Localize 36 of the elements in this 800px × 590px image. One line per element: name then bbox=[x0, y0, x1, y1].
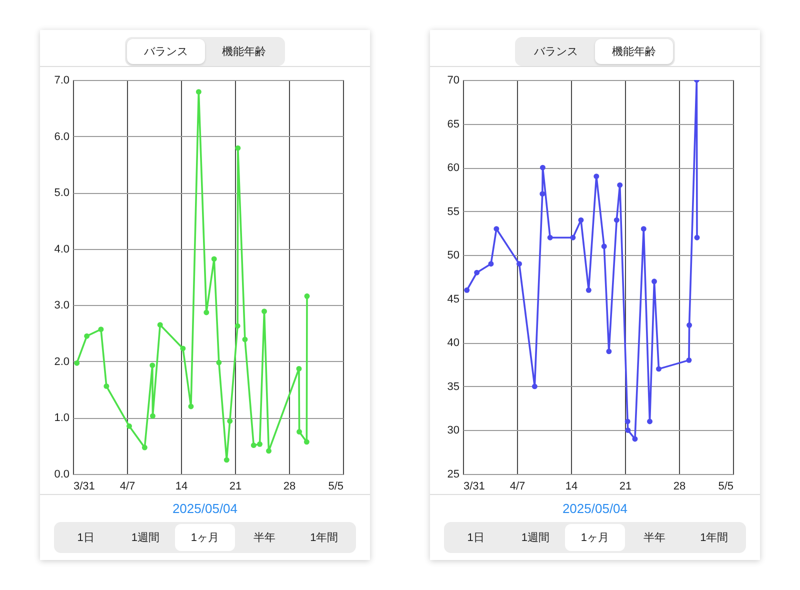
x-tick-label: 28 bbox=[283, 480, 296, 492]
y-tick-label: 70 bbox=[447, 74, 460, 86]
x-tick-label: 3/31 bbox=[464, 480, 485, 492]
y-tick-label: 5.0 bbox=[54, 187, 70, 200]
y-tick-label: 4.0 bbox=[54, 243, 70, 256]
period-selector: 1日 1週間 1ヶ月 半年 1年間 bbox=[444, 522, 746, 553]
y-tick-label: 25 bbox=[447, 468, 460, 480]
text: 2025/05/04 bbox=[561, 501, 629, 516]
y-tick-label: 30 bbox=[447, 424, 460, 437]
y-tick-label: 35 bbox=[447, 380, 460, 393]
segmented-control: バランス 機能年齢 bbox=[515, 37, 675, 66]
x-tick-label: 28 bbox=[673, 480, 686, 492]
y-tick-label: 45 bbox=[447, 293, 460, 306]
x-tick-label: 4/7 bbox=[120, 480, 136, 492]
y-tick-label: 0.0 bbox=[54, 468, 70, 480]
y-tick-label: 7.0 bbox=[54, 74, 70, 86]
y-tick-label: 60 bbox=[447, 162, 460, 174]
y-tick-label: 1.0 bbox=[54, 412, 70, 424]
y-tick-label: 50 bbox=[447, 250, 460, 262]
x-tick-label: 5/5 bbox=[328, 480, 344, 492]
x-tick-label: 14 bbox=[175, 480, 188, 492]
y-tick-label: 3.0 bbox=[54, 300, 70, 312]
x-tick-label: 5/5 bbox=[718, 480, 734, 492]
y-tick-label: 55 bbox=[447, 206, 460, 218]
x-tick-label: 14 bbox=[565, 480, 578, 492]
x-tick-label: 21 bbox=[619, 480, 632, 492]
y-tick-label: 65 bbox=[447, 118, 460, 130]
x-tick-label: 3/31 bbox=[74, 480, 95, 492]
period-selector: 1日 1週間 1ヶ月 半年 1年間 bbox=[54, 522, 356, 553]
x-tick-label: 21 bbox=[229, 480, 242, 492]
segmented-control: バランス 機能年齢 bbox=[125, 37, 285, 66]
y-tick-label: 6.0 bbox=[54, 130, 70, 143]
text: 2025/05/04 bbox=[171, 501, 239, 516]
y-tick-label: 2.0 bbox=[54, 356, 70, 368]
x-tick-label: 4/7 bbox=[510, 480, 526, 492]
y-tick-label: 40 bbox=[447, 337, 460, 350]
